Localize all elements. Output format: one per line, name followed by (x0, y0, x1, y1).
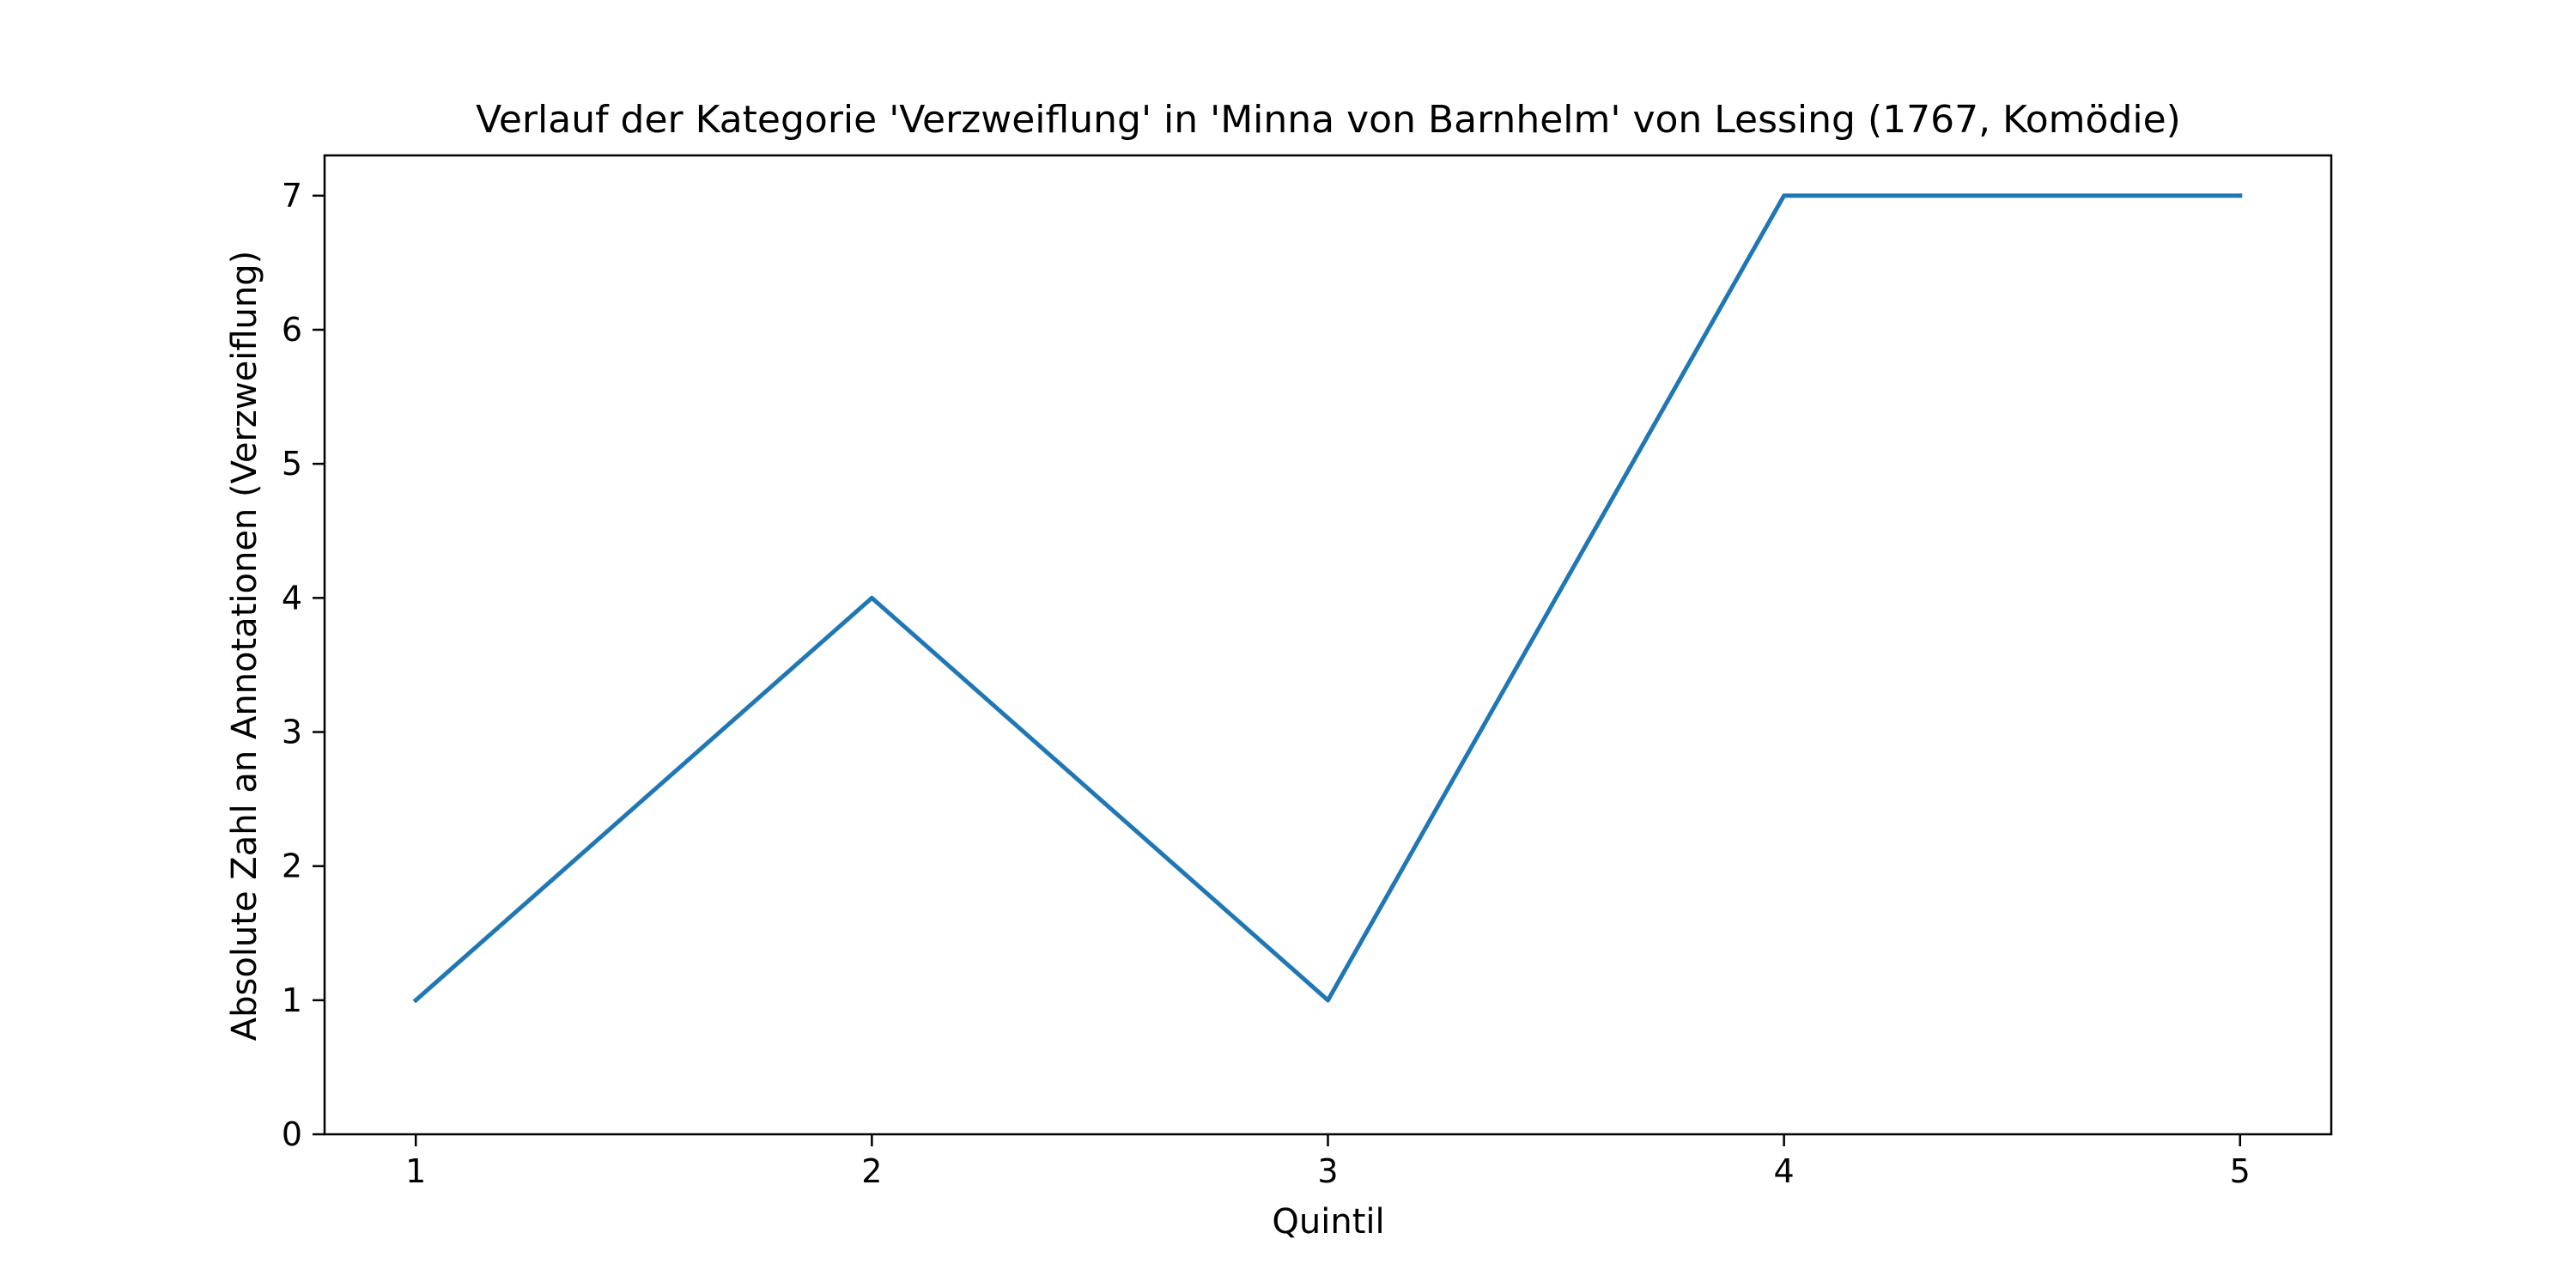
y-tick-label-6: 6 (282, 311, 302, 349)
data-point-q3 (1326, 998, 1330, 1003)
series-layer (412, 193, 2243, 1004)
x-tick-label-3: 3 (1317, 1152, 1338, 1190)
x-tick-label-4: 4 (1774, 1152, 1795, 1190)
x-axis-ticks: 1 2 3 4 5 (405, 1134, 2251, 1190)
y-tick-label-5: 5 (282, 445, 302, 483)
y-tick-label-2: 2 (282, 848, 302, 885)
chart-title: Verlauf der Kategorie 'Verzweiflung' in … (476, 98, 2181, 142)
y-tick-label-1: 1 (282, 981, 302, 1019)
y-axis-ticks: 0 1 2 3 4 5 6 7 (282, 177, 325, 1153)
data-point-q2 (869, 595, 874, 600)
y-tick-label-3: 3 (282, 714, 302, 751)
data-point-q4 (1782, 193, 1787, 198)
y-tick-label-4: 4 (282, 579, 302, 617)
y-axis-label: Absolute Zahl an Annotationen (Verzweifl… (225, 251, 264, 1042)
y-tick-label-7: 7 (282, 177, 302, 215)
x-tick-label-1: 1 (405, 1152, 426, 1190)
x-axis-label: Quintil (1272, 1202, 1384, 1242)
data-point-q1 (413, 998, 418, 1003)
data-point-q5 (2238, 193, 2243, 198)
y-tick-label-0: 0 (282, 1115, 302, 1153)
x-tick-label-2: 2 (861, 1152, 882, 1190)
x-tick-label-5: 5 (2230, 1152, 2251, 1190)
